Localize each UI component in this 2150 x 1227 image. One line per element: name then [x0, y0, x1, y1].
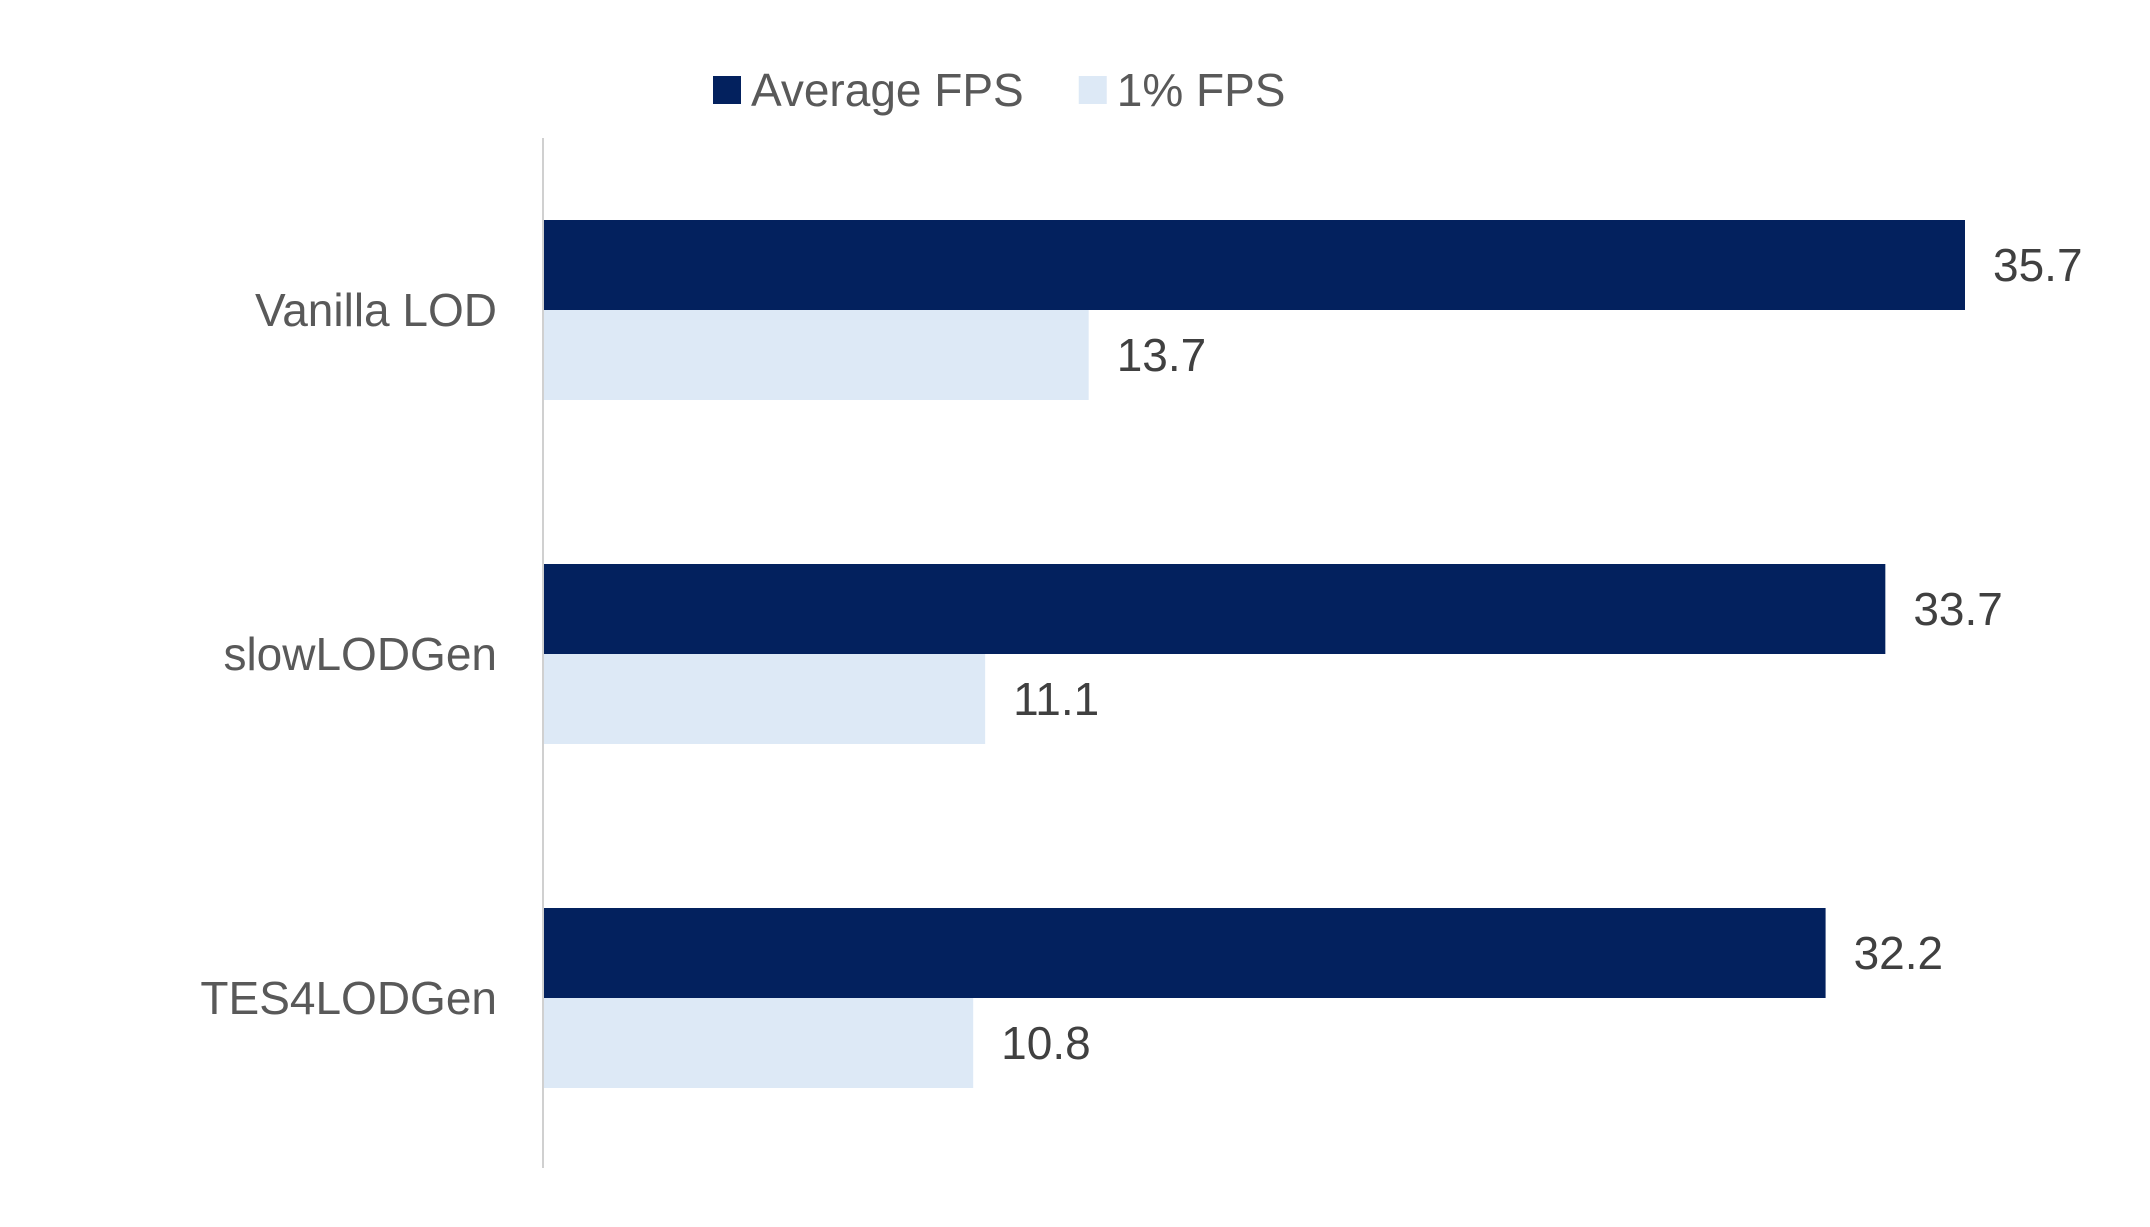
- legend-item-1-fps: 1% FPS: [1078, 64, 1286, 116]
- category-label-vanilla-lod: Vanilla LOD: [255, 284, 497, 336]
- legend-item-average-fps: Average FPS: [713, 64, 1024, 116]
- legend: Average FPS 1% FPS: [713, 64, 1285, 116]
- legend-swatch-average-fps: [713, 76, 741, 104]
- data-label-average-fps-tes4lodgen: 32.2: [1854, 927, 1944, 979]
- bar-average-fps-slowlodgen: [544, 564, 1886, 654]
- data-label-1-fps-tes4lodgen: 10.8: [1001, 1017, 1091, 1069]
- legend-swatch-1-fps: [1078, 76, 1107, 104]
- category-label-tes4lodgen: TES4LODGen: [200, 972, 497, 1024]
- bar-average-fps-tes4lodgen: [544, 908, 1826, 998]
- category-label-slowlodgen: slowLODGen: [223, 628, 497, 680]
- data-label-1-fps-slowlodgen: 11.1: [1013, 673, 1099, 725]
- bar-average-fps-vanilla-lod: [544, 220, 1965, 310]
- data-label-average-fps-vanilla-lod: 35.7: [1993, 239, 2083, 291]
- bar-1-fps-tes4lodgen: [544, 998, 974, 1088]
- bar-1-fps-vanilla-lod: [544, 310, 1089, 400]
- data-label-1-fps-vanilla-lod: 13.7: [1117, 329, 1207, 381]
- bars: [544, 220, 1965, 1088]
- legend-label-average-fps: Average FPS: [751, 64, 1024, 116]
- category-labels: Vanilla LOD slowLODGen TES4LODGen: [200, 284, 497, 1024]
- bar-1-fps-slowlodgen: [544, 654, 986, 744]
- value-labels: 35.7 13.7 33.7 11.1 32.2 10.8: [1001, 239, 2082, 1069]
- data-label-average-fps-slowlodgen: 33.7: [1913, 583, 2003, 635]
- legend-label-1-fps: 1% FPS: [1117, 64, 1286, 116]
